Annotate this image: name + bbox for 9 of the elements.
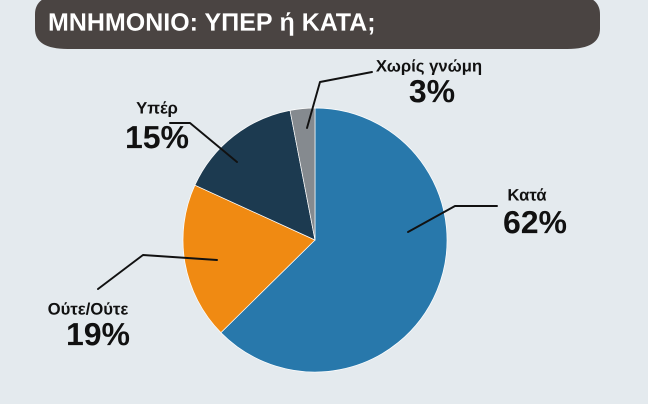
chart-title: ΜΝΗΜΟΝΙΟ: ΥΠΕΡ ή ΚΑΤΑ; [50,12,374,36]
data-label: 3% [410,80,454,103]
data-label: 62% [504,210,566,234]
data-label: 15% [127,126,188,148]
slice-label: Υπέρ [136,101,178,117]
slice-label: Ούτε/Ούτε [48,302,128,315]
slice-label: Χωρίς γνώμη [376,59,482,75]
data-label: 19% [68,322,130,346]
slice-label: Κατά [508,188,546,201]
